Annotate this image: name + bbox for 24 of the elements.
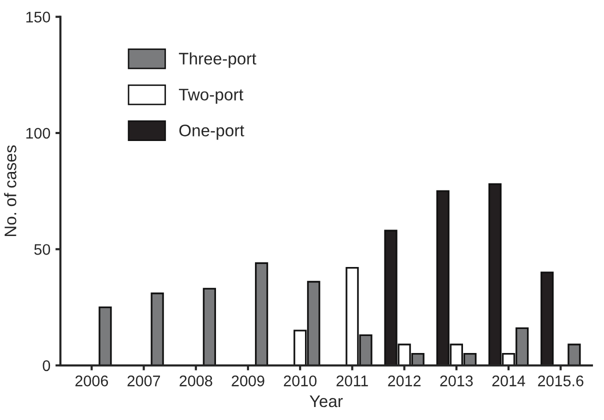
x-tick-label: 2009: [232, 376, 264, 386]
bar: [98, 306, 112, 366]
x-tick-label: 2013: [440, 376, 473, 386]
x-tick-label: 2007: [128, 376, 160, 386]
x-tick-label: 2008: [180, 376, 212, 386]
legend-label: One-port: [179, 124, 244, 140]
legend-label: Two-port: [178, 88, 244, 104]
x-tick-label: 2015.6: [538, 376, 584, 386]
x-axis-title: Year: [310, 396, 343, 408]
y-axis-title: No. of cases: [4, 145, 16, 236]
y-tick-label: 100: [26, 128, 50, 139]
x-tick-label: 2010: [284, 376, 317, 386]
x-tick-label: 2006: [75, 376, 108, 386]
x-tick-label: 2014: [492, 376, 526, 386]
x-tick-label: 2011: [336, 376, 368, 386]
x-tick-label: 2012: [388, 376, 421, 386]
bar: [254, 262, 268, 366]
legend-label: Three-port: [178, 52, 256, 68]
y-tick-label: 0: [42, 360, 50, 372]
bar: [150, 292, 164, 366]
bar: [568, 344, 581, 366]
y-tick-label: 50: [34, 244, 50, 255]
bar: [202, 288, 216, 366]
y-tick-label: 150: [26, 12, 50, 22]
